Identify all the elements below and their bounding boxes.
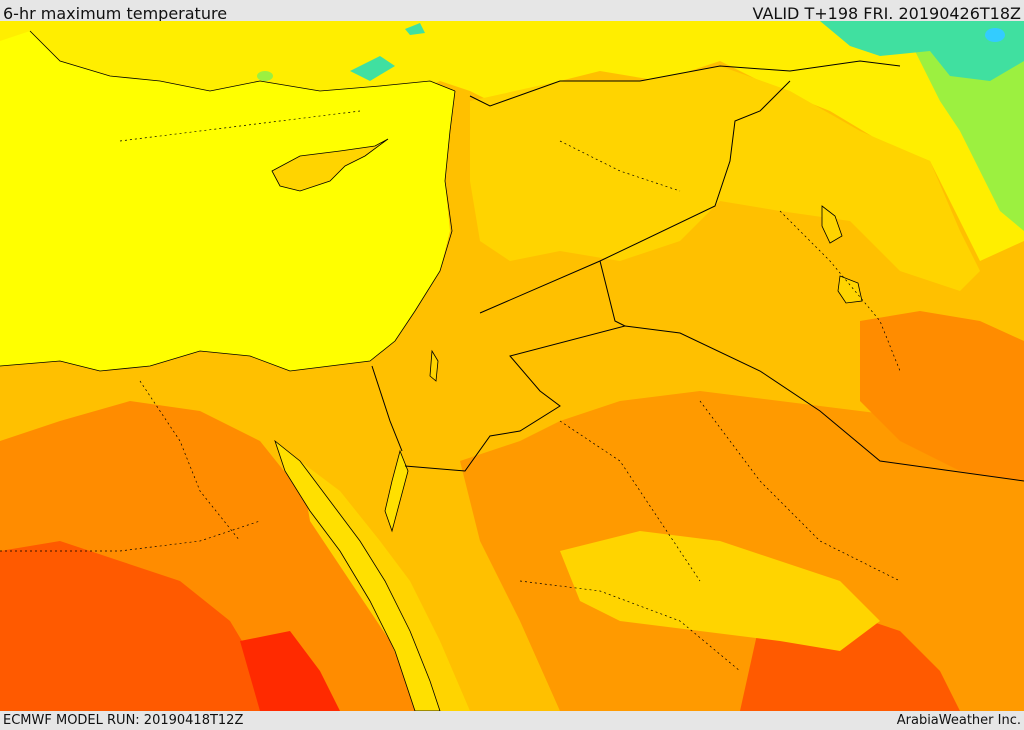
yellow-north-band	[0, 21, 1024, 261]
dead-sea	[429, 349, 439, 382]
mediterranean-sea	[0, 31, 455, 371]
cyan-patch-small	[350, 56, 395, 81]
egypt-israel-border	[371, 365, 403, 452]
admin-boundaries	[0, 110, 901, 672]
warm-yellow-syria	[470, 66, 980, 291]
levant-coastline	[0, 90, 456, 372]
green-spot-a	[257, 71, 273, 81]
temperature-map[interactable]	[0, 21, 1024, 711]
cyprus-island	[271, 138, 389, 192]
gulf-of-aqaba	[384, 449, 409, 533]
turkey-coastline	[29, 30, 456, 92]
syria-turkey-border	[469, 60, 901, 107]
valid-time-label: VALID T+198 FRI. 20190426T18Z	[752, 4, 1021, 23]
jordan-border	[404, 260, 627, 472]
cyan-patch-east	[820, 21, 1024, 81]
credit-label: ArabiaWeather Inc.	[896, 713, 1021, 728]
iraq-lake-a	[821, 205, 843, 244]
model-run-label: ECMWF MODEL RUN: 20190418T12Z	[3, 713, 244, 728]
map-canvas	[0, 21, 1024, 711]
country-borders	[371, 60, 1024, 482]
saudi-iraq-border	[624, 325, 1024, 482]
header-bar: 6-hr maximum temperature VALID T+198 FRI…	[0, 0, 1024, 23]
red-sea	[274, 439, 441, 711]
red-spot-egypt	[240, 631, 340, 711]
cyan-patch-tiny	[405, 23, 425, 35]
orange-iraq-south	[860, 311, 1024, 481]
green-spot-b	[985, 28, 1005, 42]
coastlines	[0, 30, 456, 372]
yellow-arabia-interior	[560, 531, 880, 651]
map-title: 6-hr maximum temperature	[3, 4, 228, 23]
footer-bar: ECMWF MODEL RUN: 20190418T12Z ArabiaWeat…	[0, 711, 1024, 729]
red-orange-egypt	[0, 541, 280, 711]
iraq-lake-b	[837, 275, 863, 304]
